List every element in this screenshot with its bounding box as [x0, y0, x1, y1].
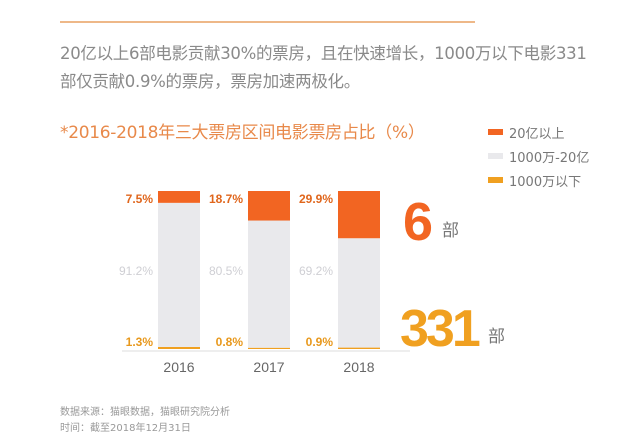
description: 20亿以上6部电影贡献30%的票房，且在快速增长，1000万以下电影331 部仅… [60, 40, 620, 96]
bar-segment [338, 347, 380, 349]
bar-segment [248, 220, 290, 348]
chart-title: *2016-2018年三大票房区间电影票房占比（%） [60, 123, 425, 143]
annotation-number: 331 [400, 300, 480, 358]
legend-label: 1000万-20亿 [509, 150, 590, 166]
header-divider [60, 21, 475, 23]
bar-segment [158, 346, 200, 349]
data-label: 0.8% [216, 335, 244, 349]
legend-swatch [488, 129, 503, 135]
bar-segment [338, 238, 380, 348]
annotation-unit: 部 [488, 327, 505, 347]
data-label: 91.2% [119, 264, 153, 278]
legend-item: 1000万以下 [488, 168, 589, 192]
data-label: 7.5% [126, 192, 154, 206]
description-line: 部仅贡献0.9%的票房，票房加速两极化。 [60, 72, 360, 91]
x-tick-label: 2016 [163, 359, 194, 375]
data-label: 29.9% [299, 192, 333, 206]
data-label: 1.3% [126, 335, 154, 349]
bar-segment [158, 191, 200, 203]
data-label: 69.2% [299, 264, 333, 278]
x-tick-label: 2017 [253, 359, 284, 375]
bar-segment [248, 191, 290, 221]
annotation-unit: 部 [442, 221, 459, 241]
legend-item: 1000万-20亿 [488, 144, 589, 168]
legend-label: 20亿以上 [509, 126, 565, 142]
bar-segment [158, 202, 200, 347]
bar-segment [338, 191, 380, 239]
description-line: 20亿以上6部电影贡献30%的票房，且在快速增长，1000万以下电影331 [60, 44, 587, 63]
annotation-number: 6 [403, 192, 433, 252]
bar-segment [248, 347, 290, 349]
data-label: 80.5% [209, 264, 243, 278]
x-tick-label: 2018 [343, 359, 374, 375]
data-label: 18.7% [209, 192, 243, 206]
legend-swatch [488, 177, 503, 183]
data-source: 数据来源：猫眼数据，猫眼研究院分析 [60, 407, 230, 418]
data-label: 0.9% [306, 335, 334, 349]
data-time: 时间：截至2018年12月31日 [60, 423, 191, 434]
legend-item: 20亿以上 [488, 120, 589, 144]
legend-swatch [488, 153, 503, 159]
legend-label: 1000万以下 [509, 174, 582, 190]
footer: 数据来源：猫眼数据，猫眼研究院分析 时间：截至2018年12月31日 [60, 405, 230, 437]
legend: 20亿以上 1000万-20亿 1000万以下 [488, 120, 589, 192]
